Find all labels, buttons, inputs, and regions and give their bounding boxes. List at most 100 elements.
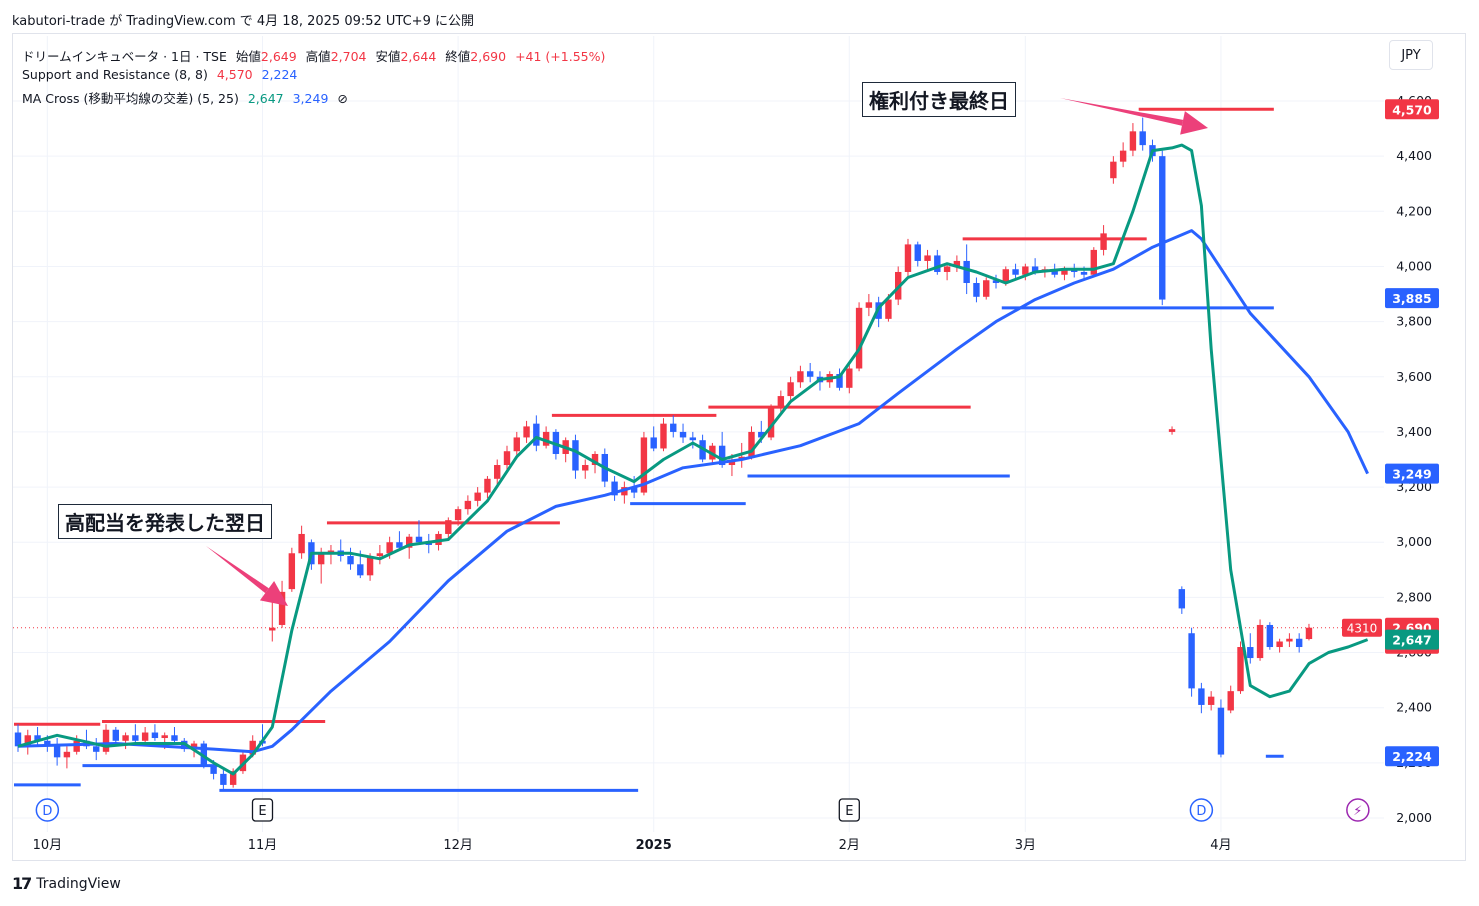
price-label-bg bbox=[1385, 463, 1439, 484]
arrow-shaft bbox=[206, 546, 269, 594]
candle-body bbox=[1237, 647, 1244, 692]
candle-body bbox=[1031, 266, 1039, 272]
candle-body bbox=[660, 423, 667, 449]
candle bbox=[1305, 623, 1313, 641]
legend-sr-label[interactable]: Support and Resistance (8, 8) bbox=[22, 67, 208, 82]
candle-body bbox=[650, 437, 657, 449]
candle bbox=[1237, 641, 1244, 694]
candle-body bbox=[1227, 691, 1234, 711]
candle-body bbox=[973, 283, 980, 297]
legend-symbol[interactable]: ドリームインキュベータ · 1日 · TSE bbox=[22, 49, 227, 64]
candle bbox=[494, 459, 501, 485]
candle bbox=[112, 726, 119, 744]
candle bbox=[836, 368, 843, 391]
y-tick-label: 3,400 bbox=[1396, 424, 1432, 439]
price-label: 3,885 bbox=[1385, 288, 1439, 309]
price-label: 3,249 bbox=[1385, 463, 1439, 484]
candle-body bbox=[1207, 696, 1215, 705]
candle-body bbox=[220, 773, 227, 785]
tradingview-footer-text: TradingView bbox=[36, 875, 121, 892]
candle-body bbox=[1266, 624, 1274, 648]
candle-body bbox=[14, 732, 22, 747]
candle-body bbox=[151, 732, 159, 739]
event-marker-dividend[interactable]: D bbox=[1189, 798, 1214, 822]
earnings-marker-text: E bbox=[258, 804, 266, 819]
candle bbox=[914, 241, 921, 267]
candle bbox=[347, 547, 354, 570]
candle-body bbox=[748, 431, 755, 457]
candle bbox=[1168, 426, 1176, 435]
event-marker-earnings[interactable]: E bbox=[838, 798, 860, 822]
annotation-last-rights-day[interactable]: 権利付き最終日 bbox=[862, 82, 1016, 117]
candle-body bbox=[640, 437, 648, 493]
candle bbox=[1207, 691, 1215, 711]
candle-body bbox=[366, 556, 374, 576]
price-label-text: 3,885 bbox=[1392, 291, 1432, 306]
candle bbox=[973, 277, 980, 303]
candle bbox=[572, 434, 579, 479]
candle bbox=[132, 724, 139, 744]
candle-body bbox=[503, 451, 511, 466]
candle-body bbox=[171, 735, 178, 741]
legend-sr-row[interactable]: Support and Resistance (8, 8) 4,570 2,22… bbox=[22, 67, 302, 82]
candle bbox=[376, 544, 384, 565]
candle-body bbox=[914, 244, 921, 261]
legend-ma-label[interactable]: MA Cross (移動平均線の交差) (5, 25) bbox=[22, 91, 239, 106]
candle-body bbox=[797, 371, 804, 383]
candle bbox=[992, 274, 1000, 289]
candle bbox=[660, 418, 667, 452]
candle bbox=[846, 362, 853, 394]
candle bbox=[337, 539, 344, 562]
candle bbox=[1129, 123, 1137, 157]
arrow-head bbox=[1180, 111, 1208, 135]
candle bbox=[220, 768, 227, 791]
candle-body bbox=[1159, 156, 1166, 300]
legend-change: +41 (+1.55%) bbox=[515, 49, 606, 64]
candle bbox=[1178, 586, 1186, 614]
y-tick-label: 2,800 bbox=[1396, 589, 1432, 604]
tradingview-footer[interactable]: 17 TradingView bbox=[12, 874, 121, 893]
legend-low-label: 安値 bbox=[375, 49, 401, 64]
candle bbox=[1188, 627, 1195, 697]
candle bbox=[777, 390, 785, 413]
event-marker-earnings[interactable]: E bbox=[251, 798, 274, 822]
legend-ma-row[interactable]: MA Cross (移動平均線の交差) (5, 25) 2,647 3,249 … bbox=[22, 88, 353, 107]
candle bbox=[53, 738, 61, 766]
candle-body bbox=[1061, 269, 1068, 275]
candle bbox=[865, 294, 873, 317]
arrow-shaft bbox=[1060, 98, 1184, 126]
candle-body bbox=[992, 280, 1000, 284]
candle-body bbox=[885, 299, 892, 319]
event-marker-split[interactable]: ⚡ bbox=[1346, 798, 1370, 822]
candle-body bbox=[298, 533, 305, 554]
candle bbox=[1139, 117, 1146, 151]
candle-body bbox=[963, 260, 970, 284]
candle-body bbox=[317, 553, 325, 565]
candle bbox=[171, 726, 178, 744]
price-label: 2,224 bbox=[1385, 746, 1439, 767]
candle-body bbox=[758, 431, 765, 438]
candle bbox=[924, 249, 931, 272]
candle bbox=[1090, 247, 1097, 278]
candle-body bbox=[679, 431, 687, 438]
candle-body bbox=[983, 280, 990, 297]
candle bbox=[396, 531, 403, 551]
annotation-arrow-left bbox=[206, 546, 288, 606]
candle-body bbox=[386, 542, 393, 554]
event-marker-dividend[interactable]: D bbox=[35, 798, 60, 822]
earnings-marker-box bbox=[838, 798, 860, 822]
candle bbox=[1227, 685, 1234, 714]
candle-body bbox=[34, 735, 41, 741]
legend-close: 2,690 bbox=[470, 49, 507, 64]
currency-button[interactable]: JPY bbox=[1389, 40, 1433, 70]
candle bbox=[102, 724, 110, 755]
candle bbox=[650, 426, 657, 452]
candle-body bbox=[513, 437, 520, 452]
earnings-marker-text: E bbox=[845, 804, 853, 819]
dividend-marker-circle bbox=[1189, 798, 1214, 822]
candle-body bbox=[269, 627, 276, 631]
candle bbox=[1119, 142, 1127, 168]
candle-body bbox=[210, 765, 217, 774]
annotation-dividend-announcement[interactable]: 高配当を発表した翌日 bbox=[58, 504, 272, 539]
